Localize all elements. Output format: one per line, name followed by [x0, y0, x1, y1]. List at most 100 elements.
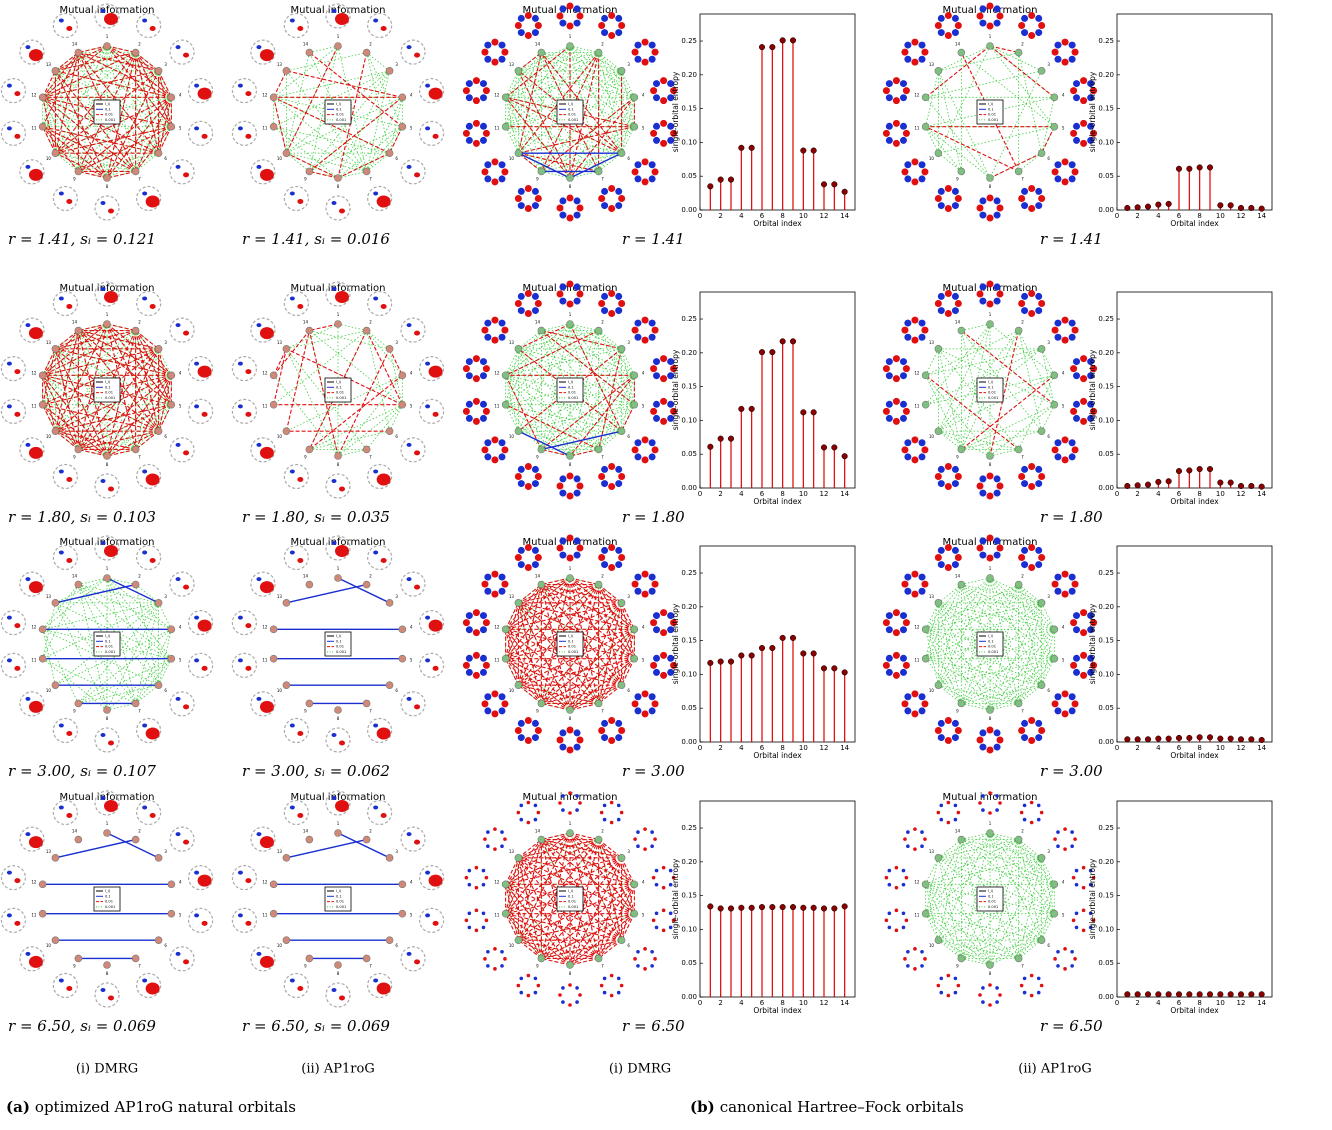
x-tick-label: 6 [1177, 744, 1182, 752]
orbital-ring [367, 717, 393, 744]
node-label: 4 [1062, 92, 1065, 97]
red-link [569, 577, 600, 704]
green-link [505, 52, 599, 127]
orbital-lobe [1028, 12, 1036, 20]
orbital-lobe [104, 545, 118, 557]
orbital-lobe [498, 41, 506, 49]
orbital-lobe [428, 874, 443, 887]
green-link [106, 602, 159, 711]
orbital-lobe [517, 719, 525, 727]
green-link [1041, 348, 1055, 376]
orbital-ring [94, 281, 120, 307]
red-link [309, 52, 403, 128]
orbital-lobe [558, 801, 562, 805]
orbital-lobe [1087, 626, 1095, 634]
orbital-node [385, 854, 394, 862]
node-label: 5 [642, 658, 645, 663]
orbital-ring [231, 356, 258, 382]
orbital-lobe [481, 925, 486, 930]
orbital-node [74, 835, 83, 844]
orbital-ring [231, 78, 258, 104]
green-link [1041, 884, 1055, 941]
green-link [337, 45, 368, 172]
stem-marker [1206, 991, 1214, 998]
red-link [925, 374, 1019, 450]
green-link [505, 126, 622, 154]
node-label: 2 [601, 573, 604, 578]
orbital-lobe [1035, 561, 1043, 569]
orbital-lobe [1036, 990, 1041, 995]
red-link [106, 96, 172, 179]
orbital-lobe [1021, 187, 1029, 195]
orbital-lobe [566, 2, 574, 10]
orbital-ring [94, 535, 120, 561]
orbital-lobe [667, 414, 675, 422]
x-tick-label: 2 [718, 999, 722, 1007]
orbital-lobe [1019, 810, 1024, 815]
node-label: 4 [179, 624, 182, 629]
red-link [78, 448, 108, 457]
orbital-lobe [636, 830, 640, 834]
orbital-lobe [100, 479, 106, 483]
orbital-lobe [901, 700, 909, 708]
orbital-lobe [615, 187, 623, 195]
orbital-lobe [501, 168, 509, 176]
red-link [55, 404, 172, 432]
green-link [989, 857, 1042, 966]
x-tick-label: 6 [1177, 999, 1182, 1007]
node-label: 5 [642, 913, 645, 918]
orbital-node [566, 961, 574, 969]
red-link [517, 52, 600, 154]
orbital-lobe [653, 94, 661, 102]
orbital-lobe [636, 949, 640, 954]
orbital-lobe [1051, 446, 1059, 454]
green-link [55, 152, 79, 172]
orbital-lobe [1070, 365, 1078, 373]
red-link [505, 884, 519, 941]
orbital-lobe [918, 319, 926, 327]
red-link [518, 602, 635, 630]
node-label: 6 [627, 943, 630, 948]
red-link [135, 52, 159, 72]
orbital-lobe [559, 211, 567, 219]
orbital-ring [250, 691, 276, 717]
orbital-lobe [1081, 885, 1086, 890]
red-link [518, 152, 542, 172]
orbital-lobe [1056, 830, 1060, 834]
x-tick-label: 6 [760, 744, 765, 752]
orbital-lobe [472, 417, 480, 425]
node-label: 11 [914, 658, 920, 663]
orbital-lobe [100, 541, 106, 545]
orbital-ring [418, 398, 445, 424]
orbital-lobe [100, 287, 106, 291]
stem-marker [1165, 478, 1172, 485]
node-label: 9 [956, 709, 959, 714]
orbital-lobe [902, 87, 910, 95]
orbital-lobe [465, 612, 473, 620]
orbital-lobe [901, 446, 909, 454]
orbital-lobe [245, 665, 252, 671]
green-link [505, 884, 519, 941]
diagram-title: Mutual information [290, 283, 385, 294]
orbital-lobe [514, 300, 522, 308]
red-link [505, 857, 519, 885]
x-tick-label: 4 [739, 212, 744, 220]
node-label: 12 [914, 879, 920, 884]
orbital-lobe [979, 551, 987, 559]
orbital-lobe [500, 844, 504, 849]
orbital-lobe [1068, 161, 1076, 169]
orbital-lobe [995, 794, 999, 798]
green-link [1018, 839, 1042, 859]
legend-label: 0.1 [336, 107, 342, 111]
orbital-lobe [1029, 973, 1034, 978]
red-link [517, 602, 600, 704]
orbital-lobe [566, 300, 574, 308]
orbital-lobe [1073, 837, 1077, 841]
orbital-ring [169, 826, 195, 852]
orbital-lobe [885, 358, 893, 366]
orbital-ring [0, 610, 27, 636]
orbital-lobe [6, 615, 12, 620]
orbital-lobe [517, 307, 525, 315]
green-link [925, 374, 1055, 406]
plot-frame [699, 800, 856, 998]
